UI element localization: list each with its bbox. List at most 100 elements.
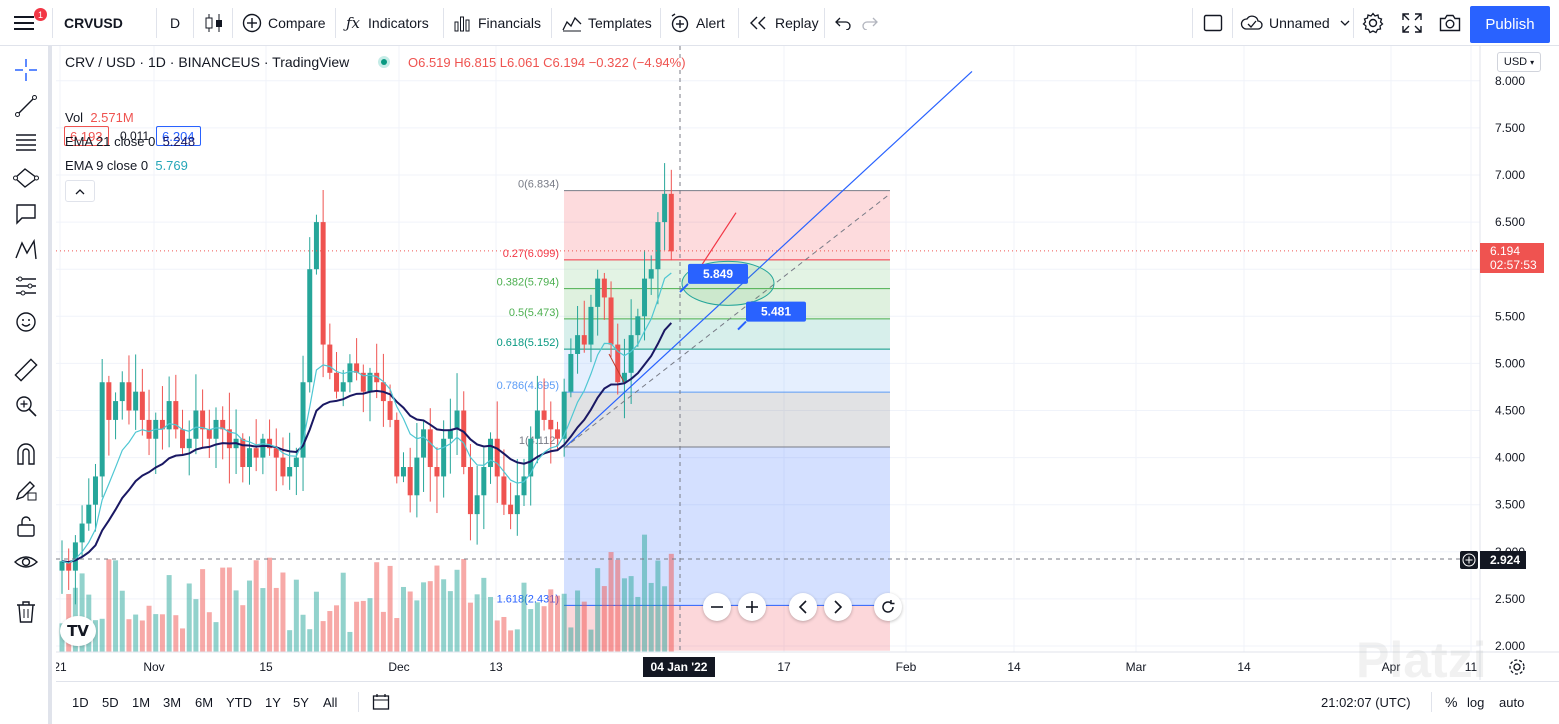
- currency-selector[interactable]: USD ▾: [1497, 52, 1541, 72]
- candle-body: [280, 457, 286, 477]
- candle-body: [608, 297, 614, 345]
- range-1d[interactable]: 1D: [72, 694, 89, 710]
- market-status-icon[interactable]: [378, 56, 390, 68]
- chart-pane[interactable]: 0(6.834) 0.27(6.099) 0.382(5.794) 0.5(5.473…: [56, 46, 1559, 688]
- interval-button[interactable]: D: [170, 15, 181, 31]
- redo-button[interactable]: [862, 0, 878, 46]
- layout-name: Unnamed: [1269, 15, 1330, 31]
- undo-button[interactable]: [835, 0, 851, 46]
- candle-body: [146, 419, 152, 439]
- replay-button[interactable]: Replay: [749, 0, 819, 46]
- fib-tool[interactable]: [12, 128, 40, 156]
- candle-body: [287, 467, 293, 477]
- zoom-out-button[interactable]: [703, 593, 731, 621]
- settings-button[interactable]: [1362, 0, 1384, 46]
- volume-bar: [226, 567, 232, 652]
- fullscreen-button[interactable]: [1402, 0, 1422, 46]
- volume-bar: [313, 591, 319, 652]
- clock[interactable]: 21:02:07 (UTC): [1321, 694, 1411, 710]
- measure-tool[interactable]: [12, 356, 40, 384]
- chart-type-button[interactable]: [203, 0, 225, 46]
- tradingview-logo[interactable]: 𝗧𝗩: [60, 616, 96, 646]
- publish-button[interactable]: Publish: [1470, 6, 1550, 43]
- screenshot-button[interactable]: [1439, 0, 1461, 46]
- go-to-date-button[interactable]: [372, 682, 390, 722]
- spread-value: 0.011: [120, 129, 150, 143]
- trendline-tool[interactable]: [12, 92, 40, 120]
- eye-icon: [14, 556, 38, 568]
- scroll-left-button[interactable]: [789, 593, 817, 621]
- range-5d[interactable]: 5D: [102, 694, 119, 710]
- indicators-label: Indicators: [368, 15, 429, 31]
- symbol-title[interactable]: CRV / USD · 1D · BINANCEUS · TradingView: [65, 54, 350, 70]
- stay-drawing-tool[interactable]: [12, 476, 40, 504]
- log-scale-toggle[interactable]: log: [1467, 694, 1485, 710]
- scale-settings-button[interactable]: [1506, 656, 1528, 678]
- volume-bar: [628, 576, 634, 652]
- percent-scale-toggle[interactable]: %: [1445, 694, 1458, 710]
- layout-menu[interactable]: Unnamed: [1240, 0, 1350, 46]
- drawing-line: [608, 353, 625, 383]
- fib-zone: [564, 318, 890, 350]
- symbol-search[interactable]: CRVUSD: [64, 15, 123, 31]
- crosshair-tool[interactable]: [12, 56, 40, 84]
- time-axis-label: 13: [489, 660, 503, 674]
- range-1y[interactable]: 1Y: [265, 694, 281, 710]
- compare-button[interactable]: Compare: [242, 0, 326, 46]
- alert-button[interactable]: Alert: [670, 0, 725, 46]
- fullscreen-layout-button[interactable]: [1203, 0, 1223, 46]
- ema21-value: 5.248: [162, 134, 196, 149]
- range-5y[interactable]: 5Y: [293, 694, 309, 710]
- scroll-right-button[interactable]: [824, 593, 852, 621]
- zoom-in-button[interactable]: [738, 593, 766, 621]
- volume-legend[interactable]: Vol 2.571M: [65, 110, 134, 125]
- forecast-tool[interactable]: [12, 272, 40, 300]
- bid-price[interactable]: 6.193: [64, 126, 109, 146]
- ema9-legend[interactable]: EMA 9 close 0 5.769: [65, 158, 188, 173]
- range-1m[interactable]: 1M: [132, 694, 151, 710]
- collapse-legend-button[interactable]: [65, 180, 95, 202]
- range-3m[interactable]: 3M: [163, 694, 182, 710]
- candle-body: [334, 372, 340, 392]
- lock-tool[interactable]: [12, 512, 40, 540]
- remove-drawings-tool[interactable]: [12, 598, 40, 626]
- range-6m[interactable]: 6M: [195, 694, 214, 710]
- price-chart[interactable]: 0(6.834) 0.27(6.099) 0.382(5.794) 0.5(5.473…: [56, 46, 1559, 680]
- tv-logo-icon: 𝗧𝗩: [67, 623, 89, 640]
- range-ytd[interactable]: YTD: [226, 694, 252, 710]
- menu-button[interactable]: [14, 0, 38, 46]
- financials-button[interactable]: Financials: [453, 0, 541, 46]
- candle-body: [621, 372, 627, 383]
- indicators-button[interactable]: ƒx Indicators: [346, 0, 429, 46]
- reset-icon: [882, 600, 895, 613]
- candle-body: [133, 391, 139, 411]
- range-all[interactable]: All: [323, 694, 338, 710]
- auto-scale-toggle[interactable]: auto: [1499, 694, 1525, 710]
- gear-icon: [1509, 659, 1525, 675]
- visibility-tool[interactable]: [12, 548, 40, 576]
- templates-button[interactable]: Templates: [562, 0, 652, 46]
- brush-shape-icon: [13, 168, 39, 188]
- hamburger-icon: [14, 16, 34, 30]
- templates-icon: [562, 16, 582, 32]
- patterns-tool[interactable]: [12, 164, 40, 192]
- price-axis-label: 8.000: [1495, 74, 1525, 88]
- fib-level-label: 0.382(5.794): [497, 277, 559, 289]
- fib-zone: [564, 288, 890, 319]
- add-alert-button[interactable]: [1460, 551, 1478, 569]
- volume-bar: [113, 560, 119, 652]
- volume-bar: [528, 609, 534, 652]
- ask-price[interactable]: 6.204: [156, 126, 201, 146]
- magnet-tool[interactable]: [12, 440, 40, 468]
- annotation-tool[interactable]: [12, 200, 40, 228]
- zoom-tool[interactable]: [12, 392, 40, 420]
- ema21-legend[interactable]: EMA 21 close 0 5.248: [65, 134, 195, 149]
- volume-bar: [481, 577, 487, 652]
- price-axis-label: 2.000: [1495, 639, 1525, 653]
- volume-bar: [367, 598, 373, 652]
- icons-tool[interactable]: [12, 308, 40, 336]
- candle-body: [267, 438, 273, 449]
- candle-body: [213, 419, 219, 439]
- xabcd-tool[interactable]: [12, 236, 40, 264]
- reset-chart-button[interactable]: [874, 593, 902, 621]
